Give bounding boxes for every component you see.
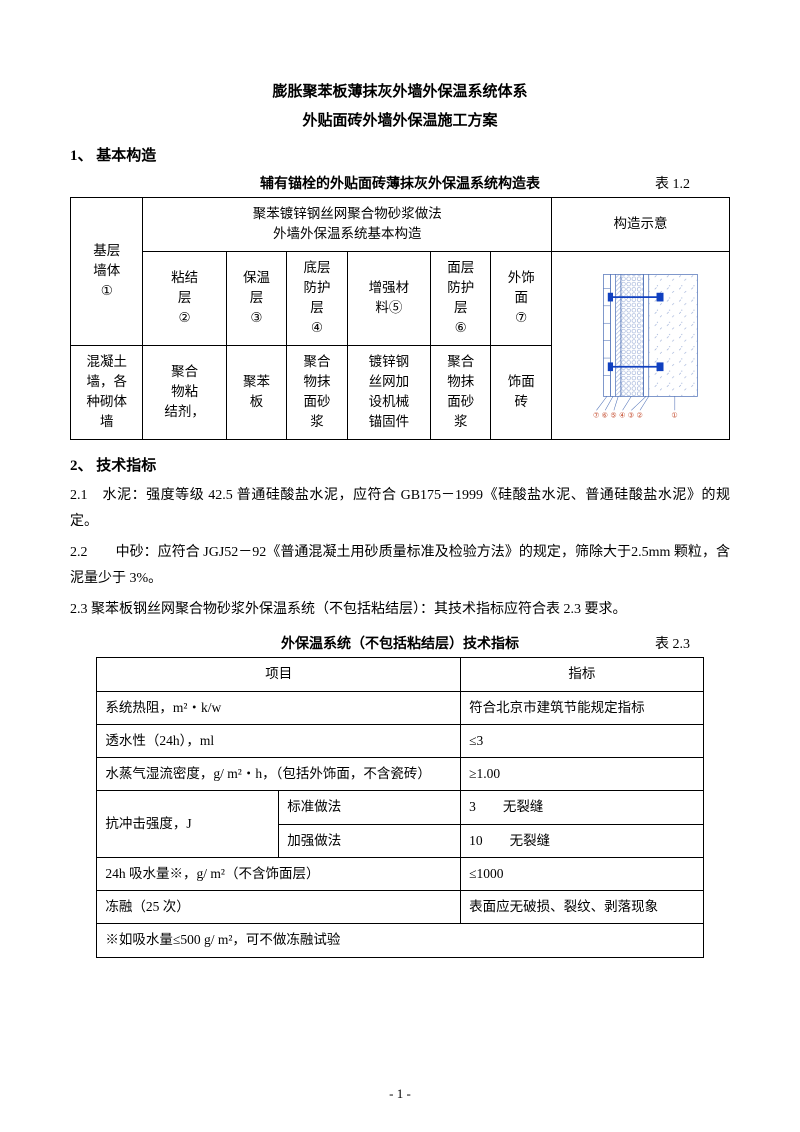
section-1-head: 1、 基本构造 [70, 144, 730, 165]
t1-d5: 聚合物抹面砂浆 [430, 345, 491, 439]
t2-r5c: 10 无裂缝 [461, 824, 704, 857]
table1-caption-row: 辅有锚栓的外贴面砖薄抹灰外保温系统构造表 表 1.2 [70, 173, 730, 193]
t2-r3a: 水蒸气湿流密度，g/ m²・h，（包括外饰面，不含瓷砖） [97, 758, 461, 791]
para-2-1: 2.1 水泥：强度等级 42.5 普通硅酸盐水泥，应符合 GB175－1999《… [70, 483, 730, 536]
table-row: 系统热阻，m²・k/w 符合北京市建筑节能规定指标 [97, 691, 703, 724]
t1-d1: 聚合物粘结剂， [143, 345, 226, 439]
doc-title-2: 外贴面砖外墙外保温施工方案 [70, 109, 730, 130]
t1-d3: 聚合物抹面砂浆 [287, 345, 348, 439]
t1-head-merge: 聚苯镀锌钢丝网聚合物砂浆做法外墙外保温系统基本构造 [143, 198, 552, 252]
t2-r7b: 表面应无破损、裂纹、剥落现象 [461, 891, 704, 924]
t1-diag-head: 构造示意 [551, 198, 729, 252]
construction-diagram: ⑦ ⑥ ⑤ ④ ③ ② ① [570, 271, 710, 419]
table-row: 抗冲击强度，J 标准做法 3 无裂缝 [97, 791, 703, 824]
table-1: 基层墙体① 聚苯镀锌钢丝网聚合物砂浆做法外墙外保温系统基本构造 构造示意 粘结层… [70, 197, 730, 440]
table-row: 粘结层② 保温层③ 底层防护层④ 增强材料⑤ 面层防护层⑥ 外饰面⑦ [71, 251, 730, 345]
t2-r6b: ≤1000 [461, 857, 704, 890]
t1-d4: 镀锌钢丝网加设机械锚固件 [347, 345, 430, 439]
table-row: 透水性（24h），ml ≤3 [97, 724, 703, 757]
t2-h1: 项目 [97, 658, 461, 691]
t1-h6: 外饰面⑦ [491, 251, 552, 345]
svg-text:⑥: ⑥ [602, 411, 608, 419]
t2-h2: 指标 [461, 658, 704, 691]
t2-r8a: ※如吸水量≤500 g/ m²，可不做冻融试验 [97, 924, 703, 957]
table2-caption: 外保温系统（不包括粘结层）技术指标 [281, 637, 519, 652]
table-row: 基层墙体① 聚苯镀锌钢丝网聚合物砂浆做法外墙外保温系统基本构造 构造示意 [71, 198, 730, 252]
table2-label: 表 2.3 [655, 633, 690, 653]
t2-r7a: 冻融（25 次） [97, 891, 461, 924]
svg-text:①: ① [672, 411, 678, 419]
table-2: 项目 指标 系统热阻，m²・k/w 符合北京市建筑节能规定指标 透水性（24h）… [96, 657, 703, 957]
t2-r1b: 符合北京市建筑节能规定指标 [461, 691, 704, 724]
section-2-head: 2、 技术指标 [70, 454, 730, 475]
t1-d2: 聚苯板 [226, 345, 287, 439]
svg-text:③: ③ [628, 411, 634, 419]
t2-r1a: 系统热阻，m²・k/w [97, 691, 461, 724]
table2-caption-row: 外保温系统（不包括粘结层）技术指标 表 2.3 [70, 633, 730, 653]
t2-r2a: 透水性（24h），ml [97, 724, 461, 757]
svg-text:④: ④ [620, 411, 626, 419]
table-row: 24h 吸水量※，g/ m²（不含饰面层） ≤1000 [97, 857, 703, 890]
t2-r4c: 3 无裂缝 [461, 791, 704, 824]
t2-r3b: ≥1.00 [461, 758, 704, 791]
t2-r5b: 加强做法 [279, 824, 461, 857]
doc-title-1: 膨胀聚苯板薄抹灰外墙外保温系统体系 [70, 80, 730, 101]
svg-text:⑤: ⑤ [611, 411, 617, 419]
t1-h5: 面层防护层⑥ [430, 251, 491, 345]
t1-h2: 保温层③ [226, 251, 287, 345]
table1-caption: 辅有锚栓的外贴面砖薄抹灰外保温系统构造表 [260, 177, 540, 192]
t1-r1: 混凝土墙，各种砌体墙 [71, 345, 143, 439]
t2-r2b: ≤3 [461, 724, 704, 757]
para-2-2: 2.2 中砂：应符合 JGJ52－92《普通混凝土用砂质量标准及检验方法》的规定… [70, 540, 730, 593]
table-row: 冻融（25 次） 表面应无破损、裂纹、剥落现象 [97, 891, 703, 924]
para-2-3: 2.3 聚苯板钢丝网聚合物砂浆外保温系统（不包括粘结层）：其技术指标应符合表 2… [70, 597, 730, 624]
t1-h4: 增强材料⑤ [347, 251, 430, 345]
table1-label: 表 1.2 [655, 173, 690, 193]
t1-rowA: 基层墙体① [71, 198, 143, 346]
page-number: - 1 - [0, 1086, 800, 1102]
table-row: ※如吸水量≤500 g/ m²，可不做冻融试验 [97, 924, 703, 957]
svg-text:⑦: ⑦ [593, 411, 599, 419]
svg-text:②: ② [637, 411, 643, 419]
t2-r4a: 抗冲击强度，J [97, 791, 279, 858]
table-row: 项目 指标 [97, 658, 703, 691]
t1-diagram-cell: ⑦ ⑥ ⑤ ④ ③ ② ① [551, 251, 729, 439]
t1-d6: 饰面砖 [491, 345, 552, 439]
t2-r6a: 24h 吸水量※，g/ m²（不含饰面层） [97, 857, 461, 890]
t2-r4b: 标准做法 [279, 791, 461, 824]
t1-h3: 底层防护层④ [287, 251, 348, 345]
table-row: 水蒸气湿流密度，g/ m²・h，（包括外饰面，不含瓷砖） ≥1.00 [97, 758, 703, 791]
t1-h1: 粘结层② [143, 251, 226, 345]
